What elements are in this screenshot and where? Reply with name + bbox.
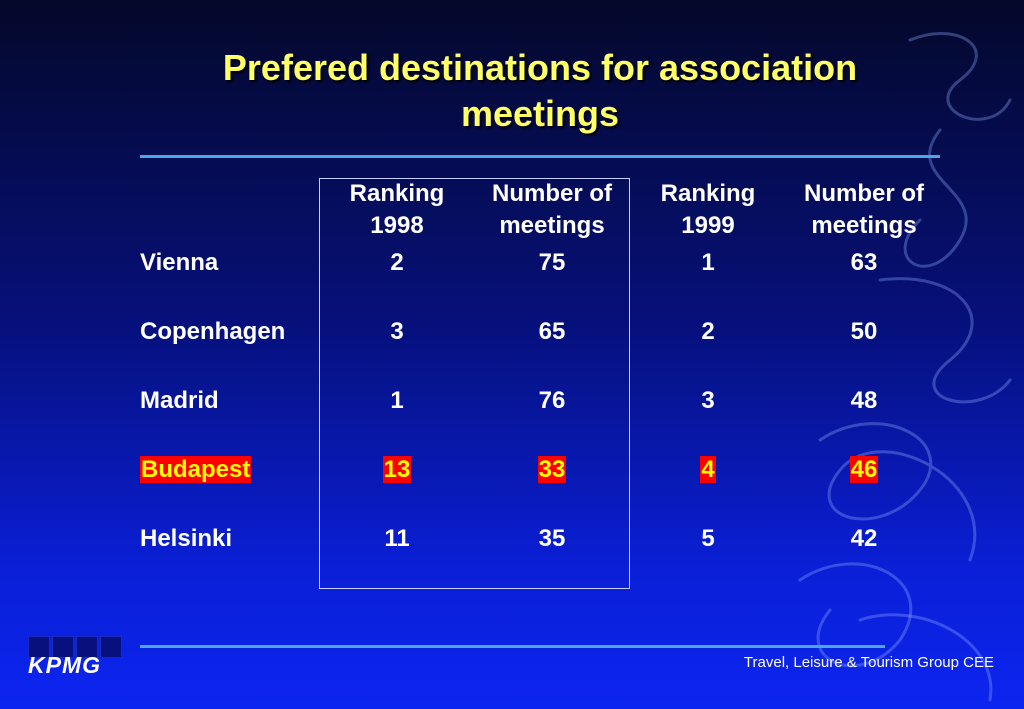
table-cell: 2 — [337, 247, 457, 279]
table-cell: 75 — [492, 247, 612, 279]
column-header: Ranking 1998 — [317, 178, 477, 242]
table-cell: 65 — [492, 316, 612, 348]
table-cell: 1 — [337, 385, 457, 417]
table-cell: 1 — [648, 247, 768, 279]
column-header-line2: 1998 — [370, 212, 424, 239]
row-city: Helsinki — [140, 523, 232, 555]
row-city: Budapest — [140, 454, 252, 486]
column-header-line1: Number of — [492, 180, 612, 207]
city-label: Madrid — [140, 387, 219, 414]
table-cell: 3 — [648, 385, 768, 417]
table-cell: 48 — [804, 385, 924, 417]
table-cell: 5 — [648, 523, 768, 555]
decorative-signature — [798, 32, 1012, 702]
table-cell: 13 — [337, 454, 457, 486]
city-label: Helsinki — [140, 525, 233, 552]
cell-value: 4 — [700, 456, 716, 483]
column-header-line1: Number of — [804, 180, 924, 207]
cell-value: 3 — [390, 318, 404, 345]
table-cell: 4 — [648, 454, 768, 486]
table-cell: 11 — [337, 523, 457, 555]
column-header-line1: Ranking — [349, 180, 445, 207]
cell-value: 2 — [390, 249, 404, 276]
city-label: Budapest — [140, 456, 252, 483]
table-cell: 50 — [804, 316, 924, 348]
cell-value: 48 — [850, 387, 878, 414]
cell-value: 76 — [538, 387, 566, 414]
cell-value: 1 — [390, 387, 404, 414]
row-city: Vienna — [140, 247, 218, 279]
cell-value: 65 — [538, 318, 566, 345]
kpmg-logo: KPMG — [28, 636, 122, 678]
column-header-line2: meetings — [499, 212, 605, 239]
column-header-line2: meetings — [811, 212, 917, 239]
table-cell: 2 — [648, 316, 768, 348]
table-cell: 3 — [337, 316, 457, 348]
city-label: Copenhagen — [140, 318, 286, 345]
cell-value: 13 — [382, 456, 412, 483]
table-cell: 76 — [492, 385, 612, 417]
column-header: Ranking 1999 — [628, 178, 788, 242]
table-cell: 63 — [804, 247, 924, 279]
cell-value: 3 — [701, 387, 715, 414]
column-header-line1: Ranking — [660, 180, 756, 207]
column-header-line2: 1999 — [681, 212, 735, 239]
table-frame — [319, 178, 630, 589]
cell-value: 2 — [701, 318, 715, 345]
table-cell: 33 — [492, 454, 612, 486]
cell-value: 11 — [384, 525, 410, 552]
table-cell: 35 — [492, 523, 612, 555]
cell-value: 75 — [538, 249, 566, 276]
cell-value: 42 — [850, 525, 878, 552]
table-cell: 46 — [804, 454, 924, 486]
cell-value: 63 — [850, 249, 878, 276]
table-cell: 42 — [804, 523, 924, 555]
cell-value: 50 — [850, 318, 878, 345]
cell-value: 35 — [538, 525, 566, 552]
cell-value: 33 — [537, 456, 567, 483]
city-label: Vienna — [140, 249, 219, 276]
column-header: Number of meetings — [784, 178, 944, 242]
logo-text: KPMG — [28, 652, 101, 678]
title-divider — [140, 155, 940, 158]
cell-value: 46 — [849, 456, 879, 483]
column-header: Number of meetings — [472, 178, 632, 242]
row-city: Copenhagen — [140, 316, 285, 348]
cell-value: 1 — [701, 249, 715, 276]
logo-blocks — [28, 636, 122, 658]
footer-text: Travel, Leisure & Tourism Group CEE — [743, 654, 994, 671]
row-city: Madrid — [140, 385, 219, 417]
slide-title: Prefered destinations for association me… — [222, 47, 858, 134]
footer-divider — [140, 645, 885, 648]
cell-value: 5 — [701, 525, 715, 552]
